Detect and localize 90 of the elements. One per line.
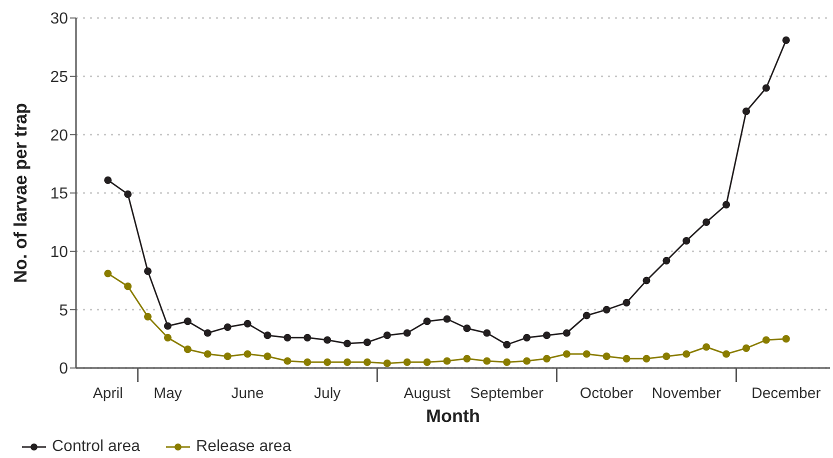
point bbox=[284, 357, 292, 365]
y-tick-label: 5 bbox=[59, 302, 68, 320]
point bbox=[682, 350, 690, 358]
point bbox=[124, 190, 132, 198]
point bbox=[403, 358, 411, 366]
point bbox=[184, 318, 192, 326]
point bbox=[443, 315, 451, 323]
point bbox=[662, 256, 670, 264]
y-tick-label: 20 bbox=[50, 127, 68, 144]
x-tick-label: November bbox=[652, 385, 721, 402]
point bbox=[602, 352, 610, 360]
x-tick-label: September bbox=[470, 385, 544, 402]
point bbox=[244, 320, 252, 328]
x-tick-label: August bbox=[404, 385, 452, 402]
point bbox=[383, 332, 391, 340]
point bbox=[204, 329, 212, 337]
point bbox=[682, 237, 690, 245]
point bbox=[602, 306, 610, 314]
point bbox=[184, 346, 192, 354]
point bbox=[662, 352, 670, 360]
x-axis-title: Month bbox=[426, 406, 480, 426]
point bbox=[324, 336, 332, 344]
point bbox=[722, 200, 730, 208]
y-tick-label: 0 bbox=[59, 360, 68, 378]
point bbox=[164, 322, 172, 330]
point bbox=[562, 329, 570, 337]
legend-label: Control area bbox=[52, 438, 140, 456]
y-tick-label: 15 bbox=[50, 186, 68, 203]
point bbox=[104, 176, 112, 184]
point bbox=[642, 354, 650, 362]
x-tick-label: May bbox=[154, 385, 182, 402]
point bbox=[582, 312, 590, 320]
x-tick-label: April bbox=[92, 385, 123, 402]
y-tick-label: 10 bbox=[50, 244, 68, 262]
point bbox=[622, 298, 630, 306]
point bbox=[443, 357, 451, 365]
point bbox=[742, 344, 750, 352]
x-tick-label: December bbox=[752, 385, 821, 402]
point bbox=[742, 108, 750, 116]
point bbox=[264, 352, 272, 360]
point bbox=[762, 84, 770, 92]
point bbox=[523, 357, 531, 365]
point bbox=[264, 332, 272, 340]
point bbox=[224, 323, 232, 331]
point bbox=[423, 318, 431, 326]
point bbox=[104, 270, 112, 278]
y-tick-label: 25 bbox=[50, 69, 68, 86]
point bbox=[423, 358, 431, 366]
point bbox=[782, 36, 790, 44]
x-tick-label: July bbox=[314, 385, 342, 402]
point bbox=[343, 340, 352, 348]
point bbox=[304, 358, 312, 366]
point bbox=[642, 276, 650, 284]
point bbox=[702, 218, 710, 226]
point bbox=[463, 324, 471, 332]
x-tick-label: June bbox=[231, 385, 264, 402]
point bbox=[483, 329, 491, 337]
point bbox=[503, 340, 511, 348]
point bbox=[702, 343, 710, 351]
point bbox=[523, 334, 531, 342]
point bbox=[124, 282, 132, 290]
point bbox=[403, 329, 411, 337]
x-tick-label: October bbox=[580, 385, 634, 402]
point bbox=[503, 358, 511, 366]
point bbox=[144, 267, 152, 275]
point bbox=[562, 350, 570, 358]
point bbox=[383, 360, 391, 368]
point bbox=[244, 350, 252, 358]
point bbox=[343, 358, 352, 366]
y-tick-label: 30 bbox=[50, 10, 68, 28]
point bbox=[284, 334, 292, 342]
point bbox=[463, 354, 471, 362]
point bbox=[204, 350, 212, 358]
legend-label: Release area bbox=[196, 438, 292, 456]
point bbox=[762, 336, 770, 344]
point bbox=[542, 354, 551, 362]
point bbox=[582, 350, 590, 358]
point bbox=[363, 338, 372, 346]
point bbox=[144, 312, 152, 320]
point bbox=[483, 357, 491, 365]
point bbox=[622, 354, 630, 362]
point bbox=[722, 350, 730, 358]
point bbox=[542, 332, 551, 340]
point bbox=[164, 334, 172, 342]
point bbox=[324, 358, 332, 366]
point bbox=[224, 352, 232, 360]
point bbox=[782, 335, 790, 343]
point bbox=[304, 334, 312, 342]
point bbox=[363, 358, 372, 366]
y-axis-title: No. of larvae per trap bbox=[10, 102, 30, 284]
